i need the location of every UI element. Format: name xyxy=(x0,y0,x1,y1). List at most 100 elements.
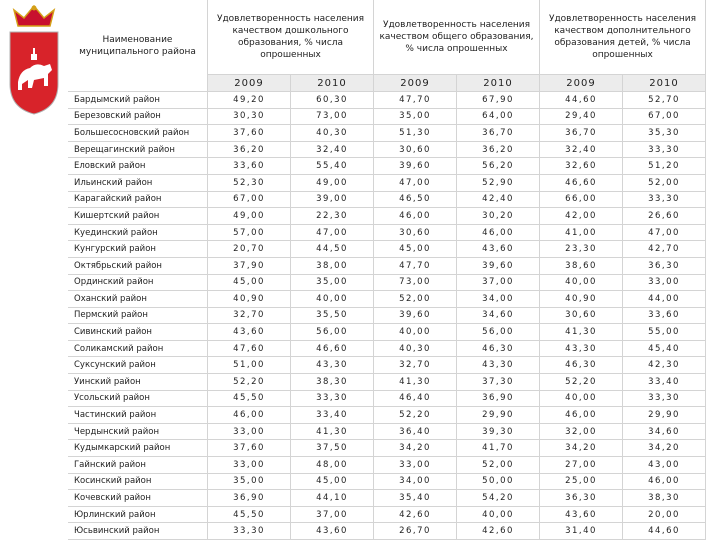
cell-value: 49,00 xyxy=(291,174,374,192)
cell-value: 31,40 xyxy=(540,523,623,540)
cell-value: 41,30 xyxy=(291,423,374,441)
cell-value: 55,00 xyxy=(623,324,706,341)
cell-value: 44,50 xyxy=(291,241,374,258)
cell-value: 42,60 xyxy=(457,523,540,540)
cell-value: 66,00 xyxy=(540,191,623,209)
cell-value: 45,50 xyxy=(208,390,291,408)
cell-value: 33,30 xyxy=(623,141,706,159)
cell-value: 36,90 xyxy=(208,490,291,507)
cell-value: 52,00 xyxy=(457,457,540,474)
cell-value: 34,00 xyxy=(457,291,540,308)
cell-value: 35,30 xyxy=(623,125,706,142)
header-year: 2009 xyxy=(208,75,291,92)
row-name: Чердынский район xyxy=(68,423,208,441)
cell-value: 26,60 xyxy=(623,208,706,225)
cell-value: 34,20 xyxy=(540,440,623,458)
cell-value: 40,00 xyxy=(291,291,374,308)
cell-value: 33,00 xyxy=(374,457,457,474)
header-year: 2009 xyxy=(540,75,623,92)
row-name: Сивинский район xyxy=(68,324,208,341)
cell-value: 36,20 xyxy=(457,141,540,159)
cell-value: 42,60 xyxy=(374,506,457,524)
cell-value: 34,20 xyxy=(623,440,706,458)
cell-value: 36,90 xyxy=(457,390,540,408)
cell-value: 51,20 xyxy=(623,158,706,175)
cell-value: 45,40 xyxy=(623,340,706,358)
cell-value: 36,40 xyxy=(374,423,457,441)
cell-value: 32,60 xyxy=(540,158,623,175)
cell-value: 40,30 xyxy=(291,125,374,142)
cell-value: 60,30 xyxy=(291,92,374,109)
cell-value: 36,30 xyxy=(540,490,623,507)
cell-value: 67,90 xyxy=(457,92,540,109)
cell-value: 20,70 xyxy=(208,241,291,258)
cell-value: 45,00 xyxy=(208,274,291,292)
row-name: Верещагинский район xyxy=(68,141,208,159)
cell-value: 22,30 xyxy=(291,208,374,225)
cell-value: 47,70 xyxy=(374,257,457,275)
cell-value: 26,70 xyxy=(374,523,457,540)
cell-value: 64,00 xyxy=(457,108,540,126)
row-name: Еловский район xyxy=(68,158,208,175)
cell-value: 46,00 xyxy=(208,407,291,424)
cell-value: 40,30 xyxy=(374,340,457,358)
cell-value: 67,00 xyxy=(623,108,706,126)
cell-value: 47,70 xyxy=(374,92,457,109)
cell-value: 39,60 xyxy=(457,257,540,275)
cell-value: 42,00 xyxy=(540,208,623,225)
cell-value: 33,60 xyxy=(623,307,706,325)
cell-value: 34,20 xyxy=(374,440,457,458)
header-year: 2010 xyxy=(623,75,706,92)
cell-value: 30,30 xyxy=(208,108,291,126)
cell-value: 41,00 xyxy=(540,224,623,242)
cell-value: 52,30 xyxy=(208,174,291,192)
cell-value: 44,00 xyxy=(623,291,706,308)
cell-value: 52,90 xyxy=(457,174,540,192)
cell-value: 34,60 xyxy=(457,307,540,325)
cell-value: 33,00 xyxy=(208,423,291,441)
cell-value: 29,90 xyxy=(457,407,540,424)
cell-value: 41,30 xyxy=(540,324,623,341)
cell-value: 35,00 xyxy=(291,274,374,292)
header-year: 2009 xyxy=(374,75,457,92)
cell-value: 40,90 xyxy=(208,291,291,308)
cell-value: 38,30 xyxy=(291,374,374,391)
cell-value: 44,60 xyxy=(540,92,623,109)
cell-value: 56,00 xyxy=(457,324,540,341)
cell-value: 49,20 xyxy=(208,92,291,109)
cell-value: 44,60 xyxy=(623,523,706,540)
row-name: Бардымский район xyxy=(68,92,208,109)
row-name: Октябрьский район xyxy=(68,257,208,275)
cell-value: 55,40 xyxy=(291,158,374,175)
cell-value: 37,60 xyxy=(208,125,291,142)
cell-value: 33,60 xyxy=(208,158,291,175)
cell-value: 30,60 xyxy=(374,141,457,159)
cell-value: 49,00 xyxy=(208,208,291,225)
cell-value: 42,40 xyxy=(457,191,540,209)
cell-value: 46,00 xyxy=(623,473,706,491)
cell-value: 25,00 xyxy=(540,473,623,491)
cell-value: 46,60 xyxy=(540,174,623,192)
cell-value: 43,30 xyxy=(457,357,540,375)
cell-value: 42,30 xyxy=(623,357,706,375)
row-name: Усольский район xyxy=(68,390,208,408)
row-name: Кочевский район xyxy=(68,490,208,507)
cell-value: 43,30 xyxy=(540,340,623,358)
cell-value: 46,30 xyxy=(457,340,540,358)
cell-value: 35,00 xyxy=(374,108,457,126)
cell-value: 43,30 xyxy=(291,357,374,375)
cell-value: 42,70 xyxy=(623,241,706,258)
cell-value: 40,00 xyxy=(540,274,623,292)
cell-value: 32,00 xyxy=(540,423,623,441)
cell-value: 47,60 xyxy=(208,340,291,358)
cell-value: 52,00 xyxy=(374,291,457,308)
cell-value: 46,30 xyxy=(540,357,623,375)
row-name: Ильинский район xyxy=(68,174,208,192)
cell-value: 52,70 xyxy=(623,92,706,109)
row-name: Пермский район xyxy=(68,307,208,325)
row-name: Уинский район xyxy=(68,374,208,391)
row-name: Березовский район xyxy=(68,108,208,126)
cell-value: 35,00 xyxy=(208,473,291,491)
header-group: Удовлетворенность населения качеством до… xyxy=(208,0,374,75)
header-year: 2010 xyxy=(457,75,540,92)
